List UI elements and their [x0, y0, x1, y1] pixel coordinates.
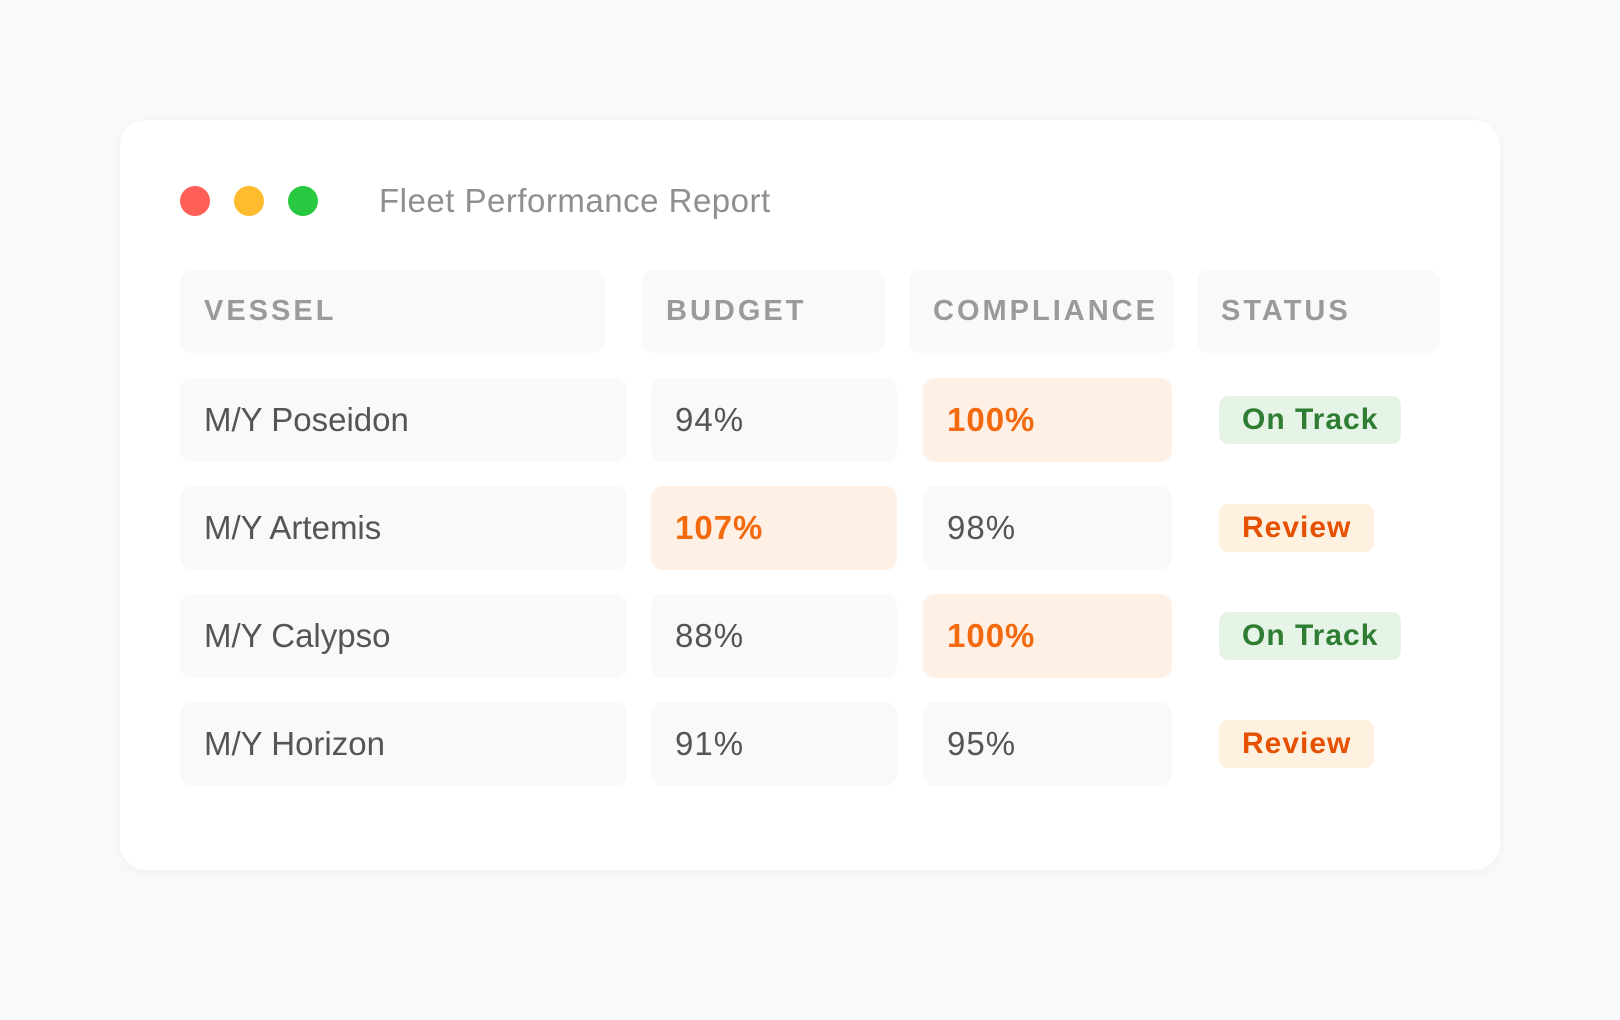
vessel-cell: M/Y Artemis [180, 486, 627, 570]
compliance-cell: 100% [923, 378, 1172, 462]
compliance-cell: 98% [923, 486, 1172, 570]
vessel-cell: M/Y Calypso [180, 594, 627, 678]
vessel-cell: M/Y Poseidon [180, 378, 627, 462]
minimize-window-button[interactable] [234, 186, 264, 216]
budget-cell: 107% [651, 486, 897, 570]
status-badge: Review [1219, 720, 1375, 768]
report-window: Fleet Performance Report VESSEL BUDGET C… [120, 120, 1500, 870]
close-window-button[interactable] [180, 186, 210, 216]
window-title: Fleet Performance Report [379, 182, 771, 219]
column-header-budget[interactable]: BUDGET [642, 270, 885, 353]
status-badge: On Track [1219, 396, 1402, 444]
vessel-cell: M/Y Horizon [180, 702, 627, 786]
status-badge: On Track [1219, 612, 1402, 660]
compliance-cell: 100% [923, 594, 1172, 678]
budget-cell: 94% [651, 378, 897, 462]
compliance-cell: 95% [923, 702, 1172, 786]
maximize-window-button[interactable] [288, 186, 318, 216]
budget-cell: 88% [651, 594, 897, 678]
column-header-status[interactable]: STATUS [1197, 270, 1440, 353]
budget-cell: 91% [651, 702, 897, 786]
column-header-vessel[interactable]: VESSEL [180, 270, 605, 353]
status-badge: Review [1219, 504, 1375, 552]
column-header-compliance[interactable]: COMPLIANCE [909, 270, 1174, 353]
